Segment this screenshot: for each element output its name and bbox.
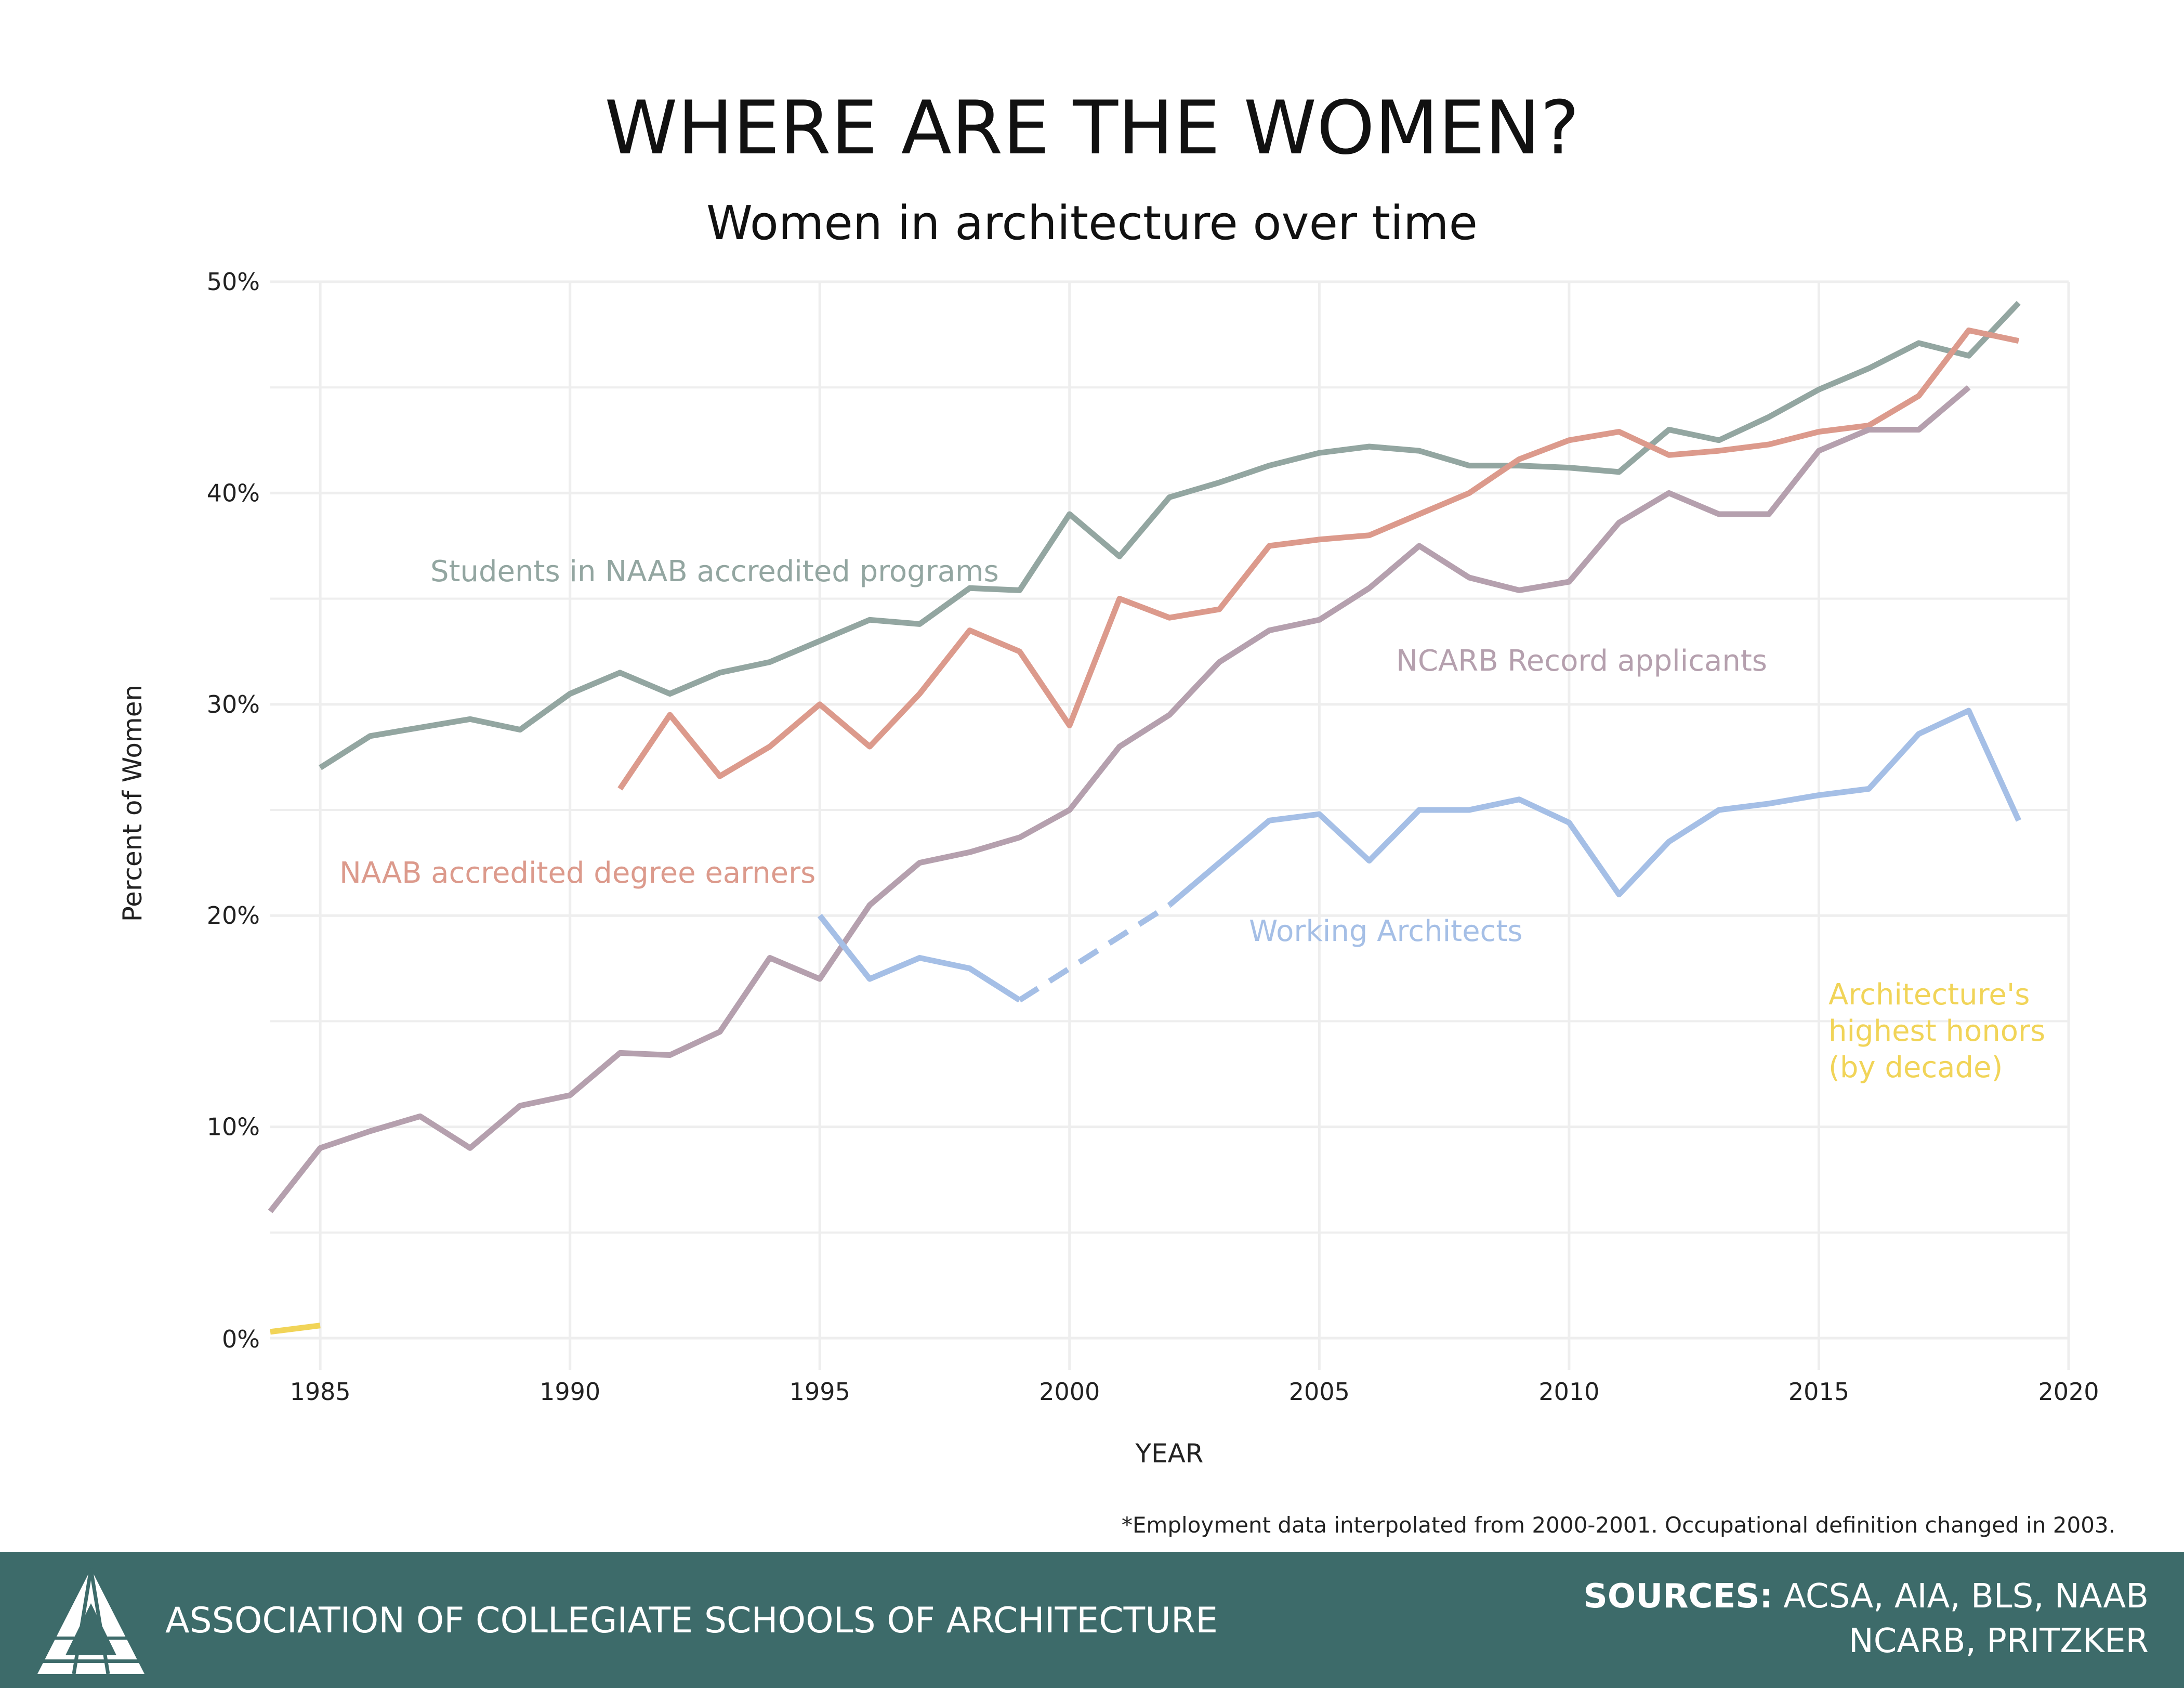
footnote: *Employment data interpolated from 2000-… [1122, 1512, 2115, 1538]
y-tick-label: 50% [207, 268, 260, 296]
label-honors-line2: highest honors [1828, 1014, 2045, 1048]
tick-labels: 1985 1990 1995 2000 2005 2010 2015 2020 0% 10% 20%… [207, 268, 2099, 1406]
y-axis-label: Percent of Women [117, 685, 148, 922]
chart-subtitle: Women in architecture over time [706, 196, 1478, 251]
series-line-architecture-s-highest-honors-by-decade [270, 1323, 321, 1335]
x-tick-label: 1995 [790, 1378, 850, 1406]
x-axis-label: YEAR [1135, 1438, 1203, 1469]
gridlines [270, 280, 2070, 1370]
chart-title: WHERE ARE THE WOMEN? [604, 85, 1579, 171]
footer-organization: ASSOCIATION OF COLLEGIATE SCHOOLS OF ARC… [165, 1600, 1218, 1641]
x-tick-label: 1990 [540, 1378, 600, 1406]
x-tick-label: 2005 [1289, 1378, 1350, 1406]
series-line-students-in-naab-accredited-programs [319, 300, 2021, 770]
footer-bar [0, 1552, 2184, 1688]
series-line-ncarb-record-applicants [268, 385, 1971, 1213]
y-tick-label: 0% [222, 1325, 260, 1353]
series-lines [268, 300, 2021, 1335]
sources-lead: SOURCES: [1583, 1577, 1773, 1616]
sources-line2: NCARB, PRITZKER [1848, 1622, 2149, 1660]
chart: WHERE ARE THE WOMEN? Women in architectu… [117, 85, 2115, 1538]
series-line-working-architects [817, 913, 1021, 1003]
y-tick-label: 30% [207, 690, 260, 718]
x-tick-label: 2020 [2038, 1378, 2099, 1406]
x-tick-label: 2000 [1039, 1378, 1100, 1406]
series-line-naab-accredited-degree-earners [617, 328, 2020, 791]
series-line-interpolated [1018, 902, 1171, 1003]
y-tick-label: 10% [207, 1113, 260, 1141]
x-tick-label: 2010 [1538, 1378, 1599, 1406]
series-line-working-architects [1167, 708, 2021, 908]
label-honors-line3: (by decade) [1828, 1051, 2003, 1084]
sources-line1: ACSA, AIA, BLS, NAAB [1783, 1577, 2149, 1616]
label-ncarb: NCARB Record applicants [1396, 644, 1767, 678]
x-tick-label: 2015 [1788, 1378, 1849, 1406]
y-tick-label: 40% [207, 479, 260, 507]
label-working-architects: Working Architects [1249, 914, 1522, 948]
label-students: Students in NAAB accredited programs [430, 555, 999, 588]
footer-sources: SOURCES: ACSA, AIA, BLS, NAAB NCARB, PRI… [1584, 1574, 2149, 1664]
y-tick-label: 20% [207, 901, 260, 930]
label-degree-earners: NAAB accredited degree earners [339, 856, 815, 890]
x-tick-label: 1985 [290, 1378, 351, 1406]
triangle-stripes-logo-icon [37, 1568, 144, 1674]
label-honors-line1: Architecture's [1828, 978, 2030, 1012]
